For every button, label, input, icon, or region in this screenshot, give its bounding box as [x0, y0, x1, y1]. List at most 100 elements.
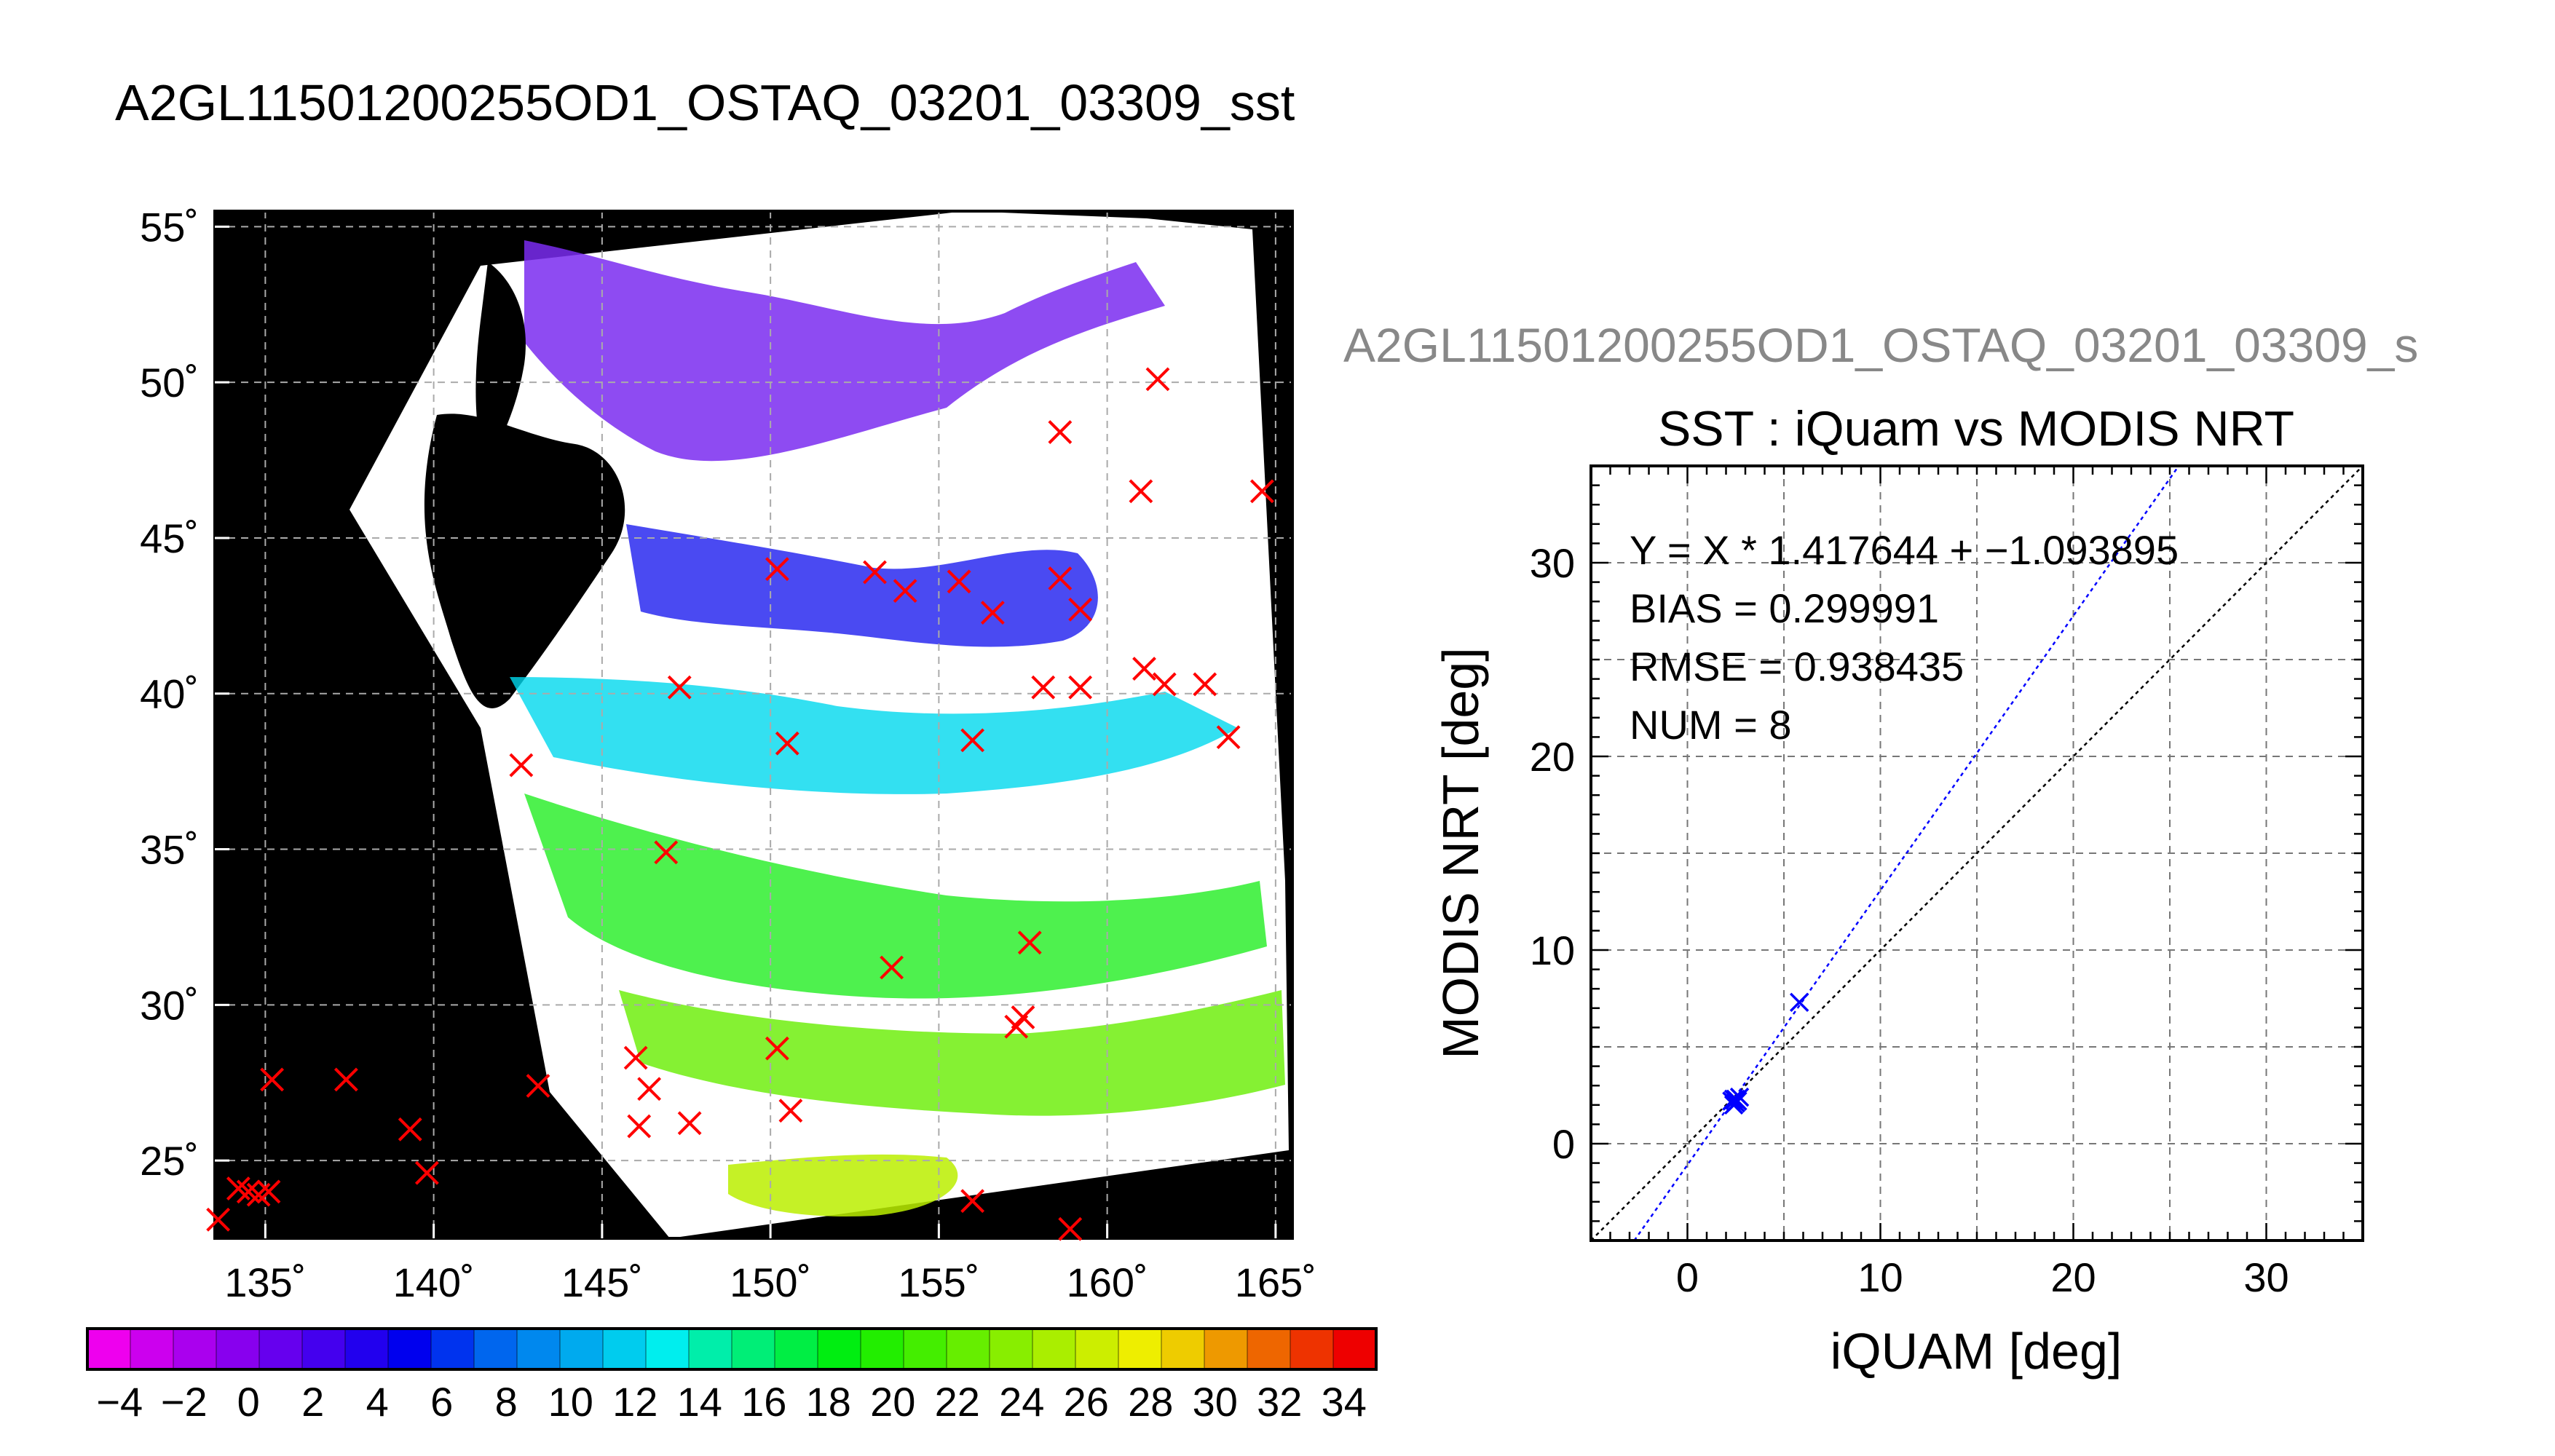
map-point-stroke-b — [526, 1074, 550, 1098]
colorbar-segment — [130, 1329, 174, 1369]
map-y-tick-label: 55˚ — [140, 204, 199, 250]
comparison-lines — [1590, 465, 2364, 1241]
map-point-stroke-b — [880, 955, 904, 980]
map-point — [1129, 479, 1153, 504]
regression-line — [1633, 465, 2180, 1241]
colorbar-tick-label: 24 — [999, 1379, 1044, 1425]
comparison-point-stroke-b — [1726, 1089, 1745, 1109]
map-point-stroke-b — [1048, 566, 1073, 590]
comparison-point — [1723, 1089, 1744, 1109]
colorbar-segment — [775, 1329, 818, 1369]
colorbar-tick-label: 32 — [1257, 1379, 1302, 1425]
colorbar-segment — [1118, 1329, 1162, 1369]
map-point-stroke-b — [333, 1067, 358, 1092]
map-point — [980, 601, 1005, 625]
colorbar-segment — [1161, 1329, 1205, 1369]
swath-sst-land-japan — [424, 414, 625, 708]
comparison-x-tick-label: 20 — [2050, 1254, 2096, 1300]
colorbar-tick-label: 12 — [612, 1379, 657, 1425]
map-point-stroke-b — [1068, 597, 1093, 622]
colorbar-segment — [689, 1329, 732, 1369]
map-y-tick-label: 30˚ — [140, 982, 199, 1028]
map-point — [765, 557, 789, 582]
map-point — [1048, 566, 1073, 590]
colorbar-tick-label: 14 — [677, 1379, 722, 1425]
colorbar-tick-label: 18 — [806, 1379, 851, 1425]
colorbar-tick-label: 6 — [430, 1379, 453, 1425]
map-frame — [213, 210, 1294, 1240]
map-point-stroke-b — [256, 1179, 281, 1204]
comparison-point — [1723, 1095, 1744, 1115]
colorbar-labels: −4 −2 0 2 4 6 8 10 12 14 16 18 20 22 24 26 28 30 32 34 — [96, 1379, 1367, 1425]
map-point-stroke-b — [627, 1114, 652, 1139]
colorbar-tick-label: 2 — [301, 1379, 324, 1425]
colorbar-segment — [1290, 1329, 1334, 1369]
comparison-point — [1729, 1087, 1750, 1107]
colorbar-segment — [216, 1329, 260, 1369]
map-point-stroke-b — [1249, 479, 1274, 504]
map-point-stroke-b — [1152, 672, 1177, 697]
map-point-stroke-b — [863, 560, 887, 585]
comparison-points — [1722, 992, 1809, 1115]
map-point — [1152, 672, 1177, 697]
map-point — [256, 1179, 281, 1204]
comparison-y-tick-label: 30 — [1530, 540, 1575, 586]
map-point — [1249, 479, 1274, 504]
map-point-stroke-b — [1193, 672, 1217, 697]
map-x-tick-label: 160˚ — [1067, 1259, 1148, 1305]
colorbar-segment — [517, 1329, 561, 1369]
map-point — [1011, 1005, 1035, 1029]
map-points — [206, 367, 1274, 1241]
comparison-x-ticks: 0 10 20 30 — [1590, 466, 2364, 1300]
colorbar-segment — [474, 1329, 518, 1369]
colorbar-segment — [87, 1329, 131, 1369]
comparison-y-label: MODIS NRT [deg] — [1432, 647, 1489, 1059]
map-point-stroke-b — [1129, 479, 1153, 504]
colorbar-segment — [947, 1329, 990, 1369]
map-point — [1145, 367, 1170, 392]
comparison-x-tick-label: 30 — [2243, 1254, 2289, 1300]
map-point-stroke-b — [765, 1036, 789, 1061]
map-x-tick-label: 145˚ — [561, 1259, 643, 1305]
map-point — [526, 1074, 550, 1098]
map-x-tick-label: 135˚ — [224, 1259, 306, 1305]
map-point — [667, 675, 692, 700]
comparison-stats: Y = X * 1.417644 + −1.093895 BIAS = 0.299… — [1630, 527, 2179, 748]
map-point-stroke-b — [226, 1176, 250, 1201]
map-point — [637, 1077, 662, 1101]
map-point — [654, 840, 679, 865]
swath-sst-purple — [524, 240, 1165, 462]
comparison-point-stroke-b — [1729, 1087, 1750, 1107]
comparison-x-tick-label: 0 — [1676, 1254, 1699, 1300]
figure-title: A2GL11501200255OD1_OSTAQ_03201_03309_sst — [115, 74, 1295, 131]
map-x-tick-label: 155˚ — [898, 1259, 979, 1305]
colorbar-segment — [861, 1329, 904, 1369]
map-point-stroke-b — [1058, 1216, 1083, 1241]
comparison-x-tick-label: 10 — [1857, 1254, 1903, 1300]
comparison-stat-line: RMSE = 0.938435 — [1630, 644, 1964, 689]
colorbar-tick-label: 28 — [1128, 1379, 1173, 1425]
comparison-point-stroke-b — [1723, 1095, 1744, 1115]
map-point-stroke-b — [236, 1179, 261, 1204]
colorbar-tick-label: −4 — [96, 1379, 143, 1425]
swath-sst-green — [524, 794, 1267, 999]
map-point-stroke-b — [667, 675, 692, 700]
comparison-stat-line: Y = X * 1.417644 + −1.093895 — [1630, 527, 2179, 573]
map-point-stroke-b — [1132, 657, 1156, 681]
map-y-tick-label: 45˚ — [140, 515, 199, 561]
map-point — [623, 1045, 648, 1070]
colorbar-tick-label: 4 — [366, 1379, 389, 1425]
map-point — [1058, 1216, 1083, 1241]
colorbar-segment — [173, 1329, 217, 1369]
map-point — [960, 1189, 985, 1214]
map-point-stroke-b — [260, 1067, 285, 1092]
map-panel: 135˚ 140˚ 145˚ 150˚ 155˚ 160˚ 165˚ 25˚ 30˚ 35˚ 40… — [140, 204, 1316, 1305]
colorbar-segment — [603, 1329, 647, 1369]
swath-sst-blue — [626, 524, 1098, 647]
map-point-stroke-b — [778, 1099, 803, 1123]
map-point — [1048, 420, 1073, 444]
colorbar: −4 −2 0 2 4 6 8 10 12 14 16 18 20 22 24 26 28 30 32 34 — [86, 1327, 1378, 1425]
map-point — [880, 955, 904, 980]
colorbar-tick-label: 30 — [1193, 1379, 1238, 1425]
